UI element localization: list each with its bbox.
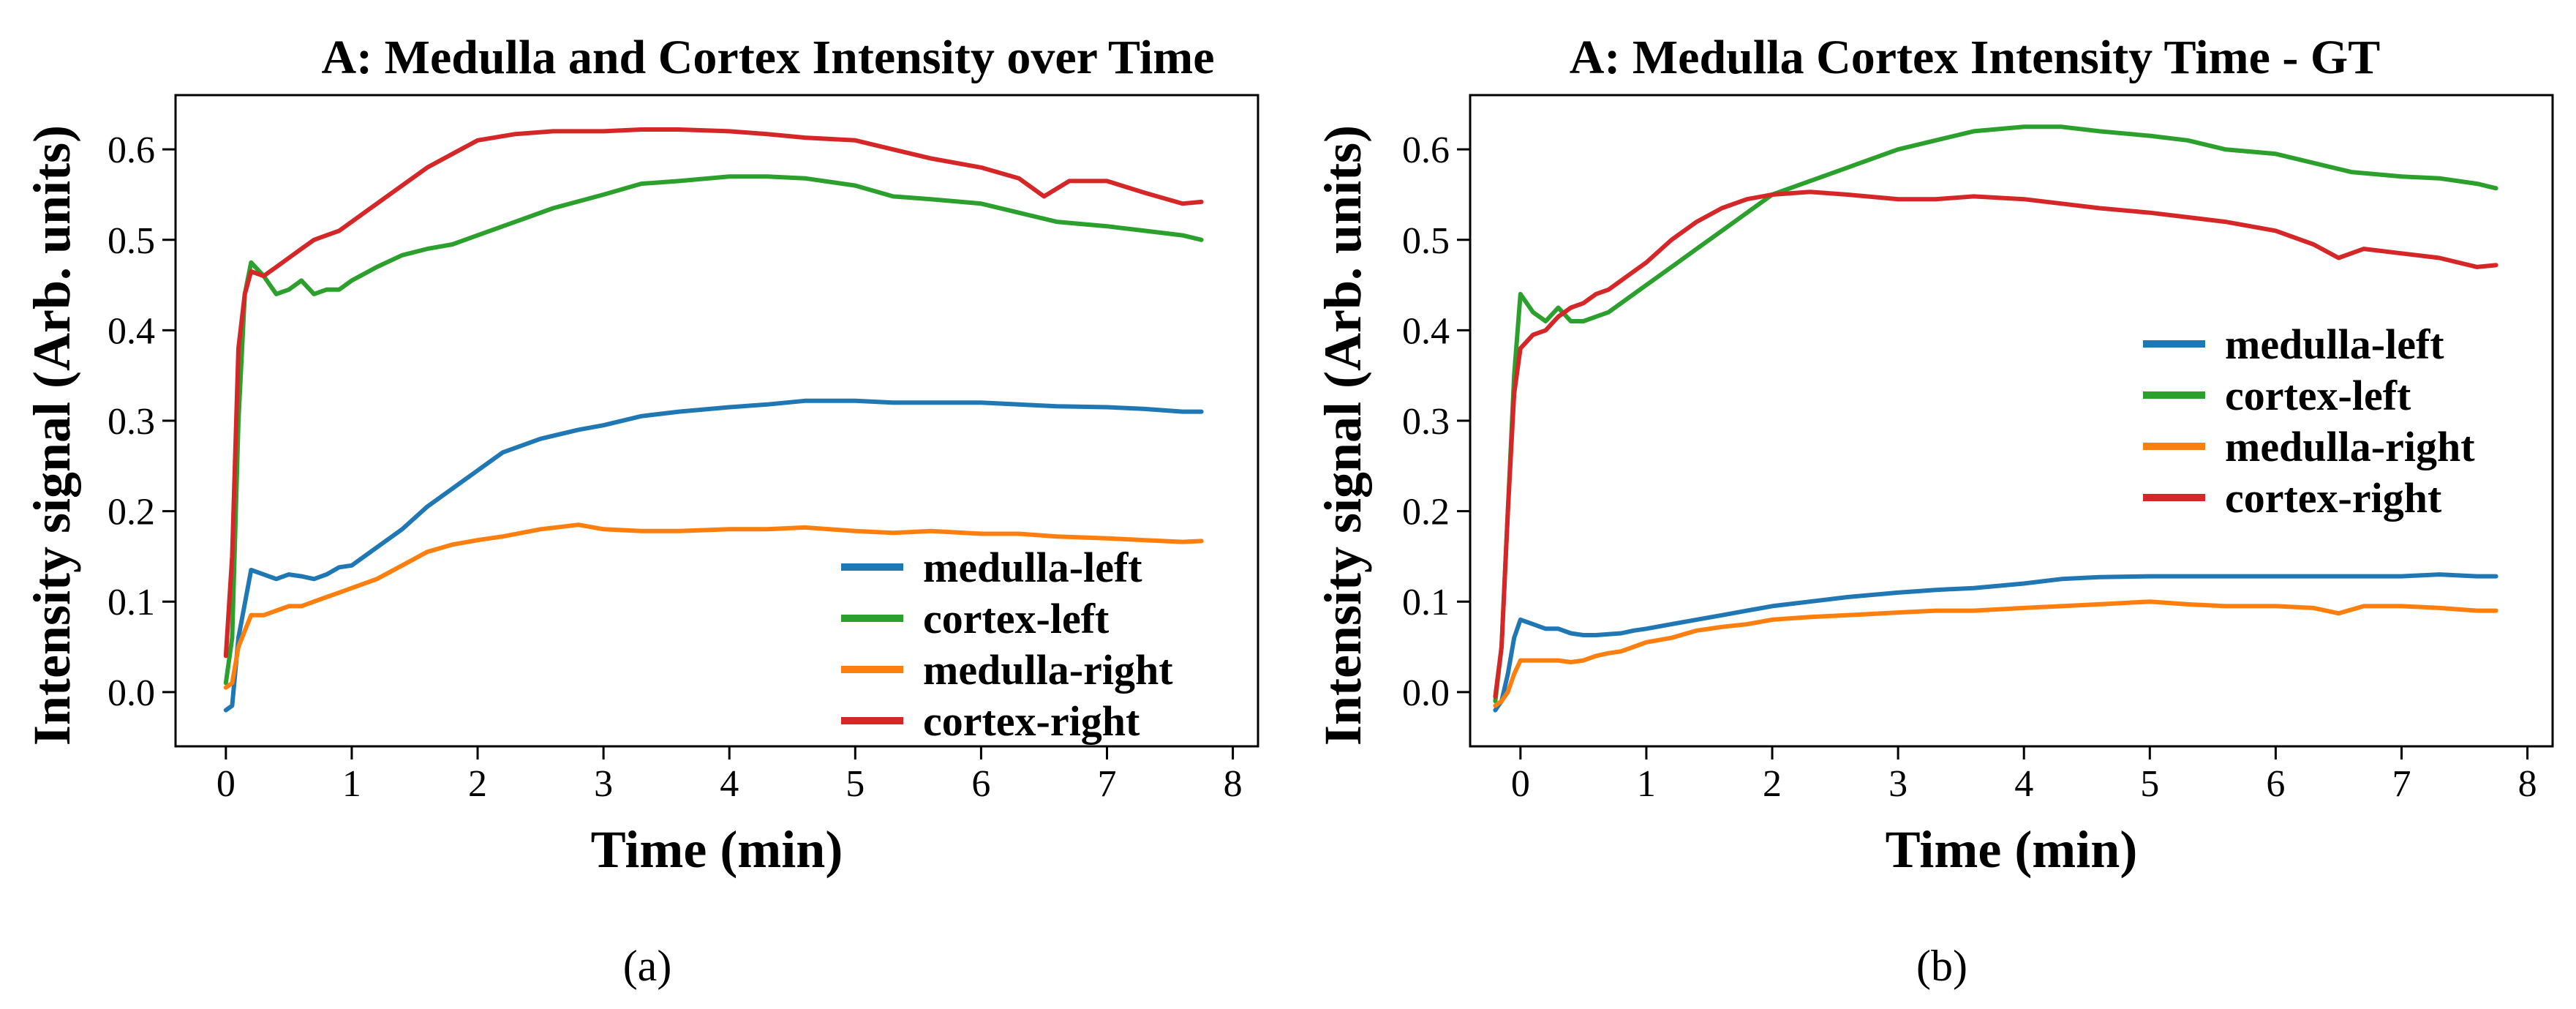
- y-tick-label: 0.0: [1402, 672, 1450, 714]
- legend-label-cortex-right: cortex-right: [923, 697, 1140, 745]
- chart-2: A: Medulla Cortex Intensity Time - GT 0 1 2…: [1314, 31, 2554, 990]
- legend-label-medulla-left: medulla-left: [923, 544, 1142, 591]
- legend-label-cortex-right: cortex-right: [2225, 474, 2442, 522]
- x-tick-label: 5: [2140, 763, 2159, 805]
- y-tick-label: 0.1: [108, 582, 155, 623]
- series-line-medulla-right: [1493, 599, 2498, 708]
- y-tick-label: 0.5: [1402, 220, 1450, 262]
- figure-caption: (b): [1916, 942, 1967, 990]
- series-line-medulla-left: [1493, 572, 2498, 713]
- legend-label-medulla-right: medulla-right: [923, 646, 1173, 694]
- y-tick-label: 0.3: [108, 401, 155, 443]
- x-tick-label: 4: [720, 763, 739, 805]
- figure-caption: (a): [623, 942, 672, 990]
- series-line-medulla-left: [223, 398, 1204, 713]
- y-tick-label: 0.1: [1402, 582, 1450, 623]
- y-tick-label: 0.6: [108, 130, 155, 171]
- y-tick-label: 0.4: [1402, 310, 1450, 352]
- x-tick-label: 7: [1097, 763, 1116, 805]
- legend: medulla-leftcortex-leftmedulla-rightcort…: [2143, 320, 2475, 522]
- chart-title: A: Medulla Cortex Intensity Time - GT: [1570, 31, 2381, 84]
- x-tick-label: 6: [2266, 763, 2285, 805]
- y-tick-label: 0.0: [108, 672, 155, 714]
- x-axis-label: Time (min): [1886, 820, 2138, 879]
- x-tick-label: 4: [2014, 763, 2033, 805]
- y-tick-label: 0.6: [1402, 130, 1450, 171]
- x-tick-label: 5: [846, 763, 865, 805]
- legend: medulla-leftcortex-leftmedulla-rightcort…: [841, 544, 1173, 745]
- legend-label-medulla-right: medulla-right: [2225, 423, 2475, 470]
- series-line-cortex-left: [223, 174, 1204, 686]
- x-tick-label: 0: [1511, 763, 1530, 805]
- y-axis-label: Intensity signal (Arb. units): [1314, 125, 1372, 746]
- x-tick-label: 3: [1888, 763, 1907, 805]
- legend-label-cortex-left: cortex-left: [2225, 372, 2411, 419]
- chart-1: A: Medulla and Cortex Intensity over Tim…: [23, 31, 1259, 990]
- legend-label-medulla-left: medulla-left: [2225, 320, 2444, 368]
- series-line-cortex-right: [1493, 190, 2498, 699]
- series-line-cortex-right: [223, 127, 1204, 659]
- x-axis-label: Time (min): [591, 820, 843, 879]
- y-axis-label: Intensity signal (Arb. units): [23, 125, 81, 746]
- x-tick-label: 1: [342, 763, 361, 805]
- x-tick-label: 0: [216, 763, 236, 805]
- x-tick-label: 2: [468, 763, 487, 805]
- x-tick-label: 3: [594, 763, 613, 805]
- chart-title: A: Medulla and Cortex Intensity over Tim…: [322, 31, 1215, 84]
- x-tick-label: 7: [2392, 763, 2411, 805]
- y-tick-label: 0.4: [108, 310, 155, 352]
- x-tick-label: 8: [2518, 763, 2537, 805]
- y-tick-label: 0.2: [1402, 492, 1450, 533]
- y-tick-label: 0.2: [108, 492, 155, 533]
- series-line-cortex-left: [1493, 124, 2498, 704]
- legend-label-cortex-left: cortex-left: [923, 595, 1110, 642]
- x-tick-label: 2: [1763, 763, 1782, 805]
- x-tick-label: 6: [971, 763, 990, 805]
- x-tick-label: 8: [1224, 763, 1243, 805]
- y-tick-label: 0.3: [1402, 401, 1450, 443]
- y-tick-label: 0.5: [108, 220, 155, 262]
- series-line-medulla-right: [223, 522, 1204, 690]
- x-tick-label: 1: [1637, 763, 1656, 805]
